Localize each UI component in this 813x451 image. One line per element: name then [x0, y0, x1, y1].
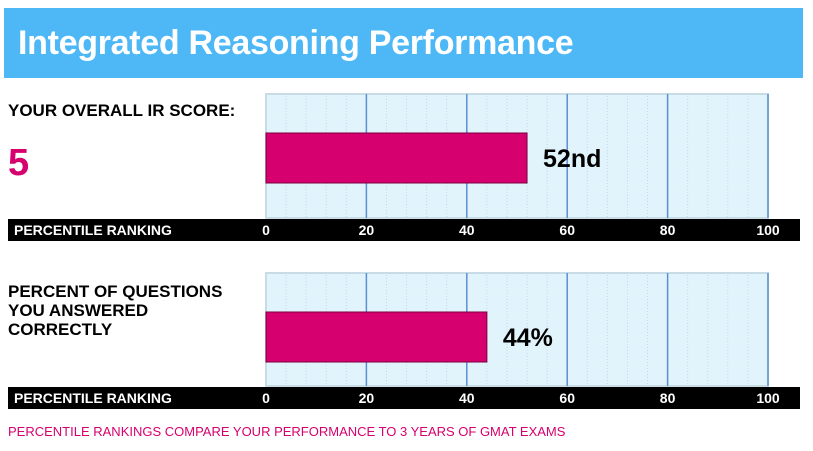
c2-tick-label-80: 80 — [660, 390, 676, 406]
c2-axis-band — [8, 387, 800, 409]
page-title: Integrated Reasoning Performance — [18, 24, 574, 62]
percent-correct-label-line-3: CORRECTLY — [8, 320, 113, 339]
c1-axis-label: PERCENTILE RANKING — [14, 222, 172, 238]
footnote: PERCENTILE RANKINGS COMPARE YOUR PERFORM… — [8, 424, 566, 439]
c1-data-label: 52nd — [543, 145, 601, 173]
c1-tick-label-0: 0 — [262, 222, 270, 238]
c2-tick-label-0: 0 — [262, 390, 270, 406]
c2-axis-label: PERCENTILE RANKING — [14, 390, 172, 406]
c2-tick-label-60: 60 — [559, 390, 575, 406]
c1-tick-label-40: 40 — [459, 222, 475, 238]
percent-correct-label-line-1: PERCENT OF QUESTIONS — [8, 282, 223, 301]
percent-correct-label-line-2: YOU ANSWERED — [8, 301, 149, 320]
overall-score-value: 5 — [8, 142, 30, 184]
c1-tick-label-60: 60 — [559, 222, 575, 238]
c2-tick-label-100: 100 — [756, 390, 780, 406]
percent-correct-label: PERCENT OF QUESTIONS YOU ANSWERED CORREC… — [8, 282, 222, 339]
c1-bar — [265, 132, 528, 184]
overall-score-label: YOUR OVERALL IR SCORE: — [8, 101, 236, 120]
c1-axis-band — [8, 219, 800, 241]
c2-tick-label-20: 20 — [359, 390, 375, 406]
header-banner: Integrated Reasoning Performance — [4, 8, 803, 78]
c1-tick-label-80: 80 — [660, 222, 676, 238]
c2-data-label: 44% — [503, 324, 553, 352]
c2-bar — [265, 311, 488, 363]
c1-tick-label-100: 100 — [756, 222, 780, 238]
c2-tick-label-40: 40 — [459, 390, 475, 406]
c1-tick-label-20: 20 — [359, 222, 375, 238]
